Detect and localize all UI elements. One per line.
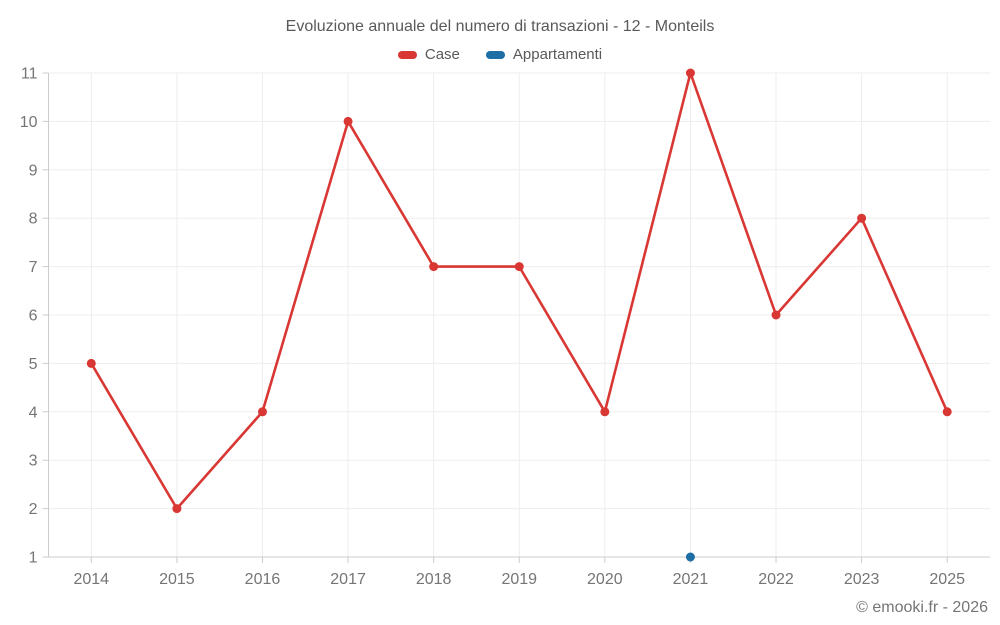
y-tick-label: 8: [29, 211, 38, 228]
case-legend-label: Case: [424, 46, 460, 63]
watermark: © emooki.fr - 2026: [856, 599, 988, 616]
legend: Case Appartamenti: [0, 46, 1000, 63]
data-point-case[interactable]: [771, 310, 781, 320]
x-tick-label: 2022: [758, 571, 794, 588]
x-tick-label: 2019: [501, 571, 537, 588]
x-tick-label: 2025: [929, 571, 965, 588]
y-tick-label: 4: [29, 404, 38, 421]
x-tick-label: 2021: [673, 571, 709, 588]
x-tick-label: 2023: [844, 571, 880, 588]
appartamenti-legend-marker: [485, 50, 505, 59]
x-tick-label: 2014: [73, 571, 109, 588]
data-point-appartamenti[interactable]: [685, 552, 695, 562]
chart-title: Evoluzione annuale del numero di transaz…: [285, 18, 715, 35]
data-point-case[interactable]: [600, 407, 610, 417]
legend-item-case[interactable]: Case: [397, 46, 460, 63]
y-tick-label: 5: [29, 356, 38, 373]
y-tick-label: 6: [29, 308, 38, 325]
y-tick-label: 7: [29, 259, 38, 276]
data-point-case[interactable]: [429, 262, 439, 272]
y-tick-label: 11: [21, 66, 38, 83]
data-point-case[interactable]: [257, 407, 267, 417]
x-tick-label: 2015: [159, 571, 195, 588]
x-tick-label: 2018: [416, 571, 452, 588]
x-tick-label: 2017: [330, 571, 366, 588]
data-point-case[interactable]: [343, 116, 353, 126]
case-legend-marker: [397, 50, 417, 59]
data-point-case[interactable]: [942, 407, 952, 417]
y-tick-label: 2: [29, 501, 38, 518]
data-point-case[interactable]: [172, 504, 182, 514]
y-tick-label: 9: [29, 162, 38, 179]
appartamenti-legend-label: Appartamenti: [512, 46, 603, 63]
y-tick-label: 1: [29, 550, 38, 567]
x-tick-label: 2020: [587, 571, 623, 588]
data-point-case[interactable]: [514, 262, 524, 272]
legend-item-appartamenti[interactable]: Appartamenti: [485, 46, 603, 63]
y-tick-label: 10: [20, 114, 38, 131]
x-tick-label: 2016: [245, 571, 281, 588]
data-point-case[interactable]: [86, 358, 96, 368]
data-point-case[interactable]: [685, 68, 695, 78]
y-tick-label: 3: [29, 453, 38, 470]
data-point-case[interactable]: [857, 213, 867, 223]
